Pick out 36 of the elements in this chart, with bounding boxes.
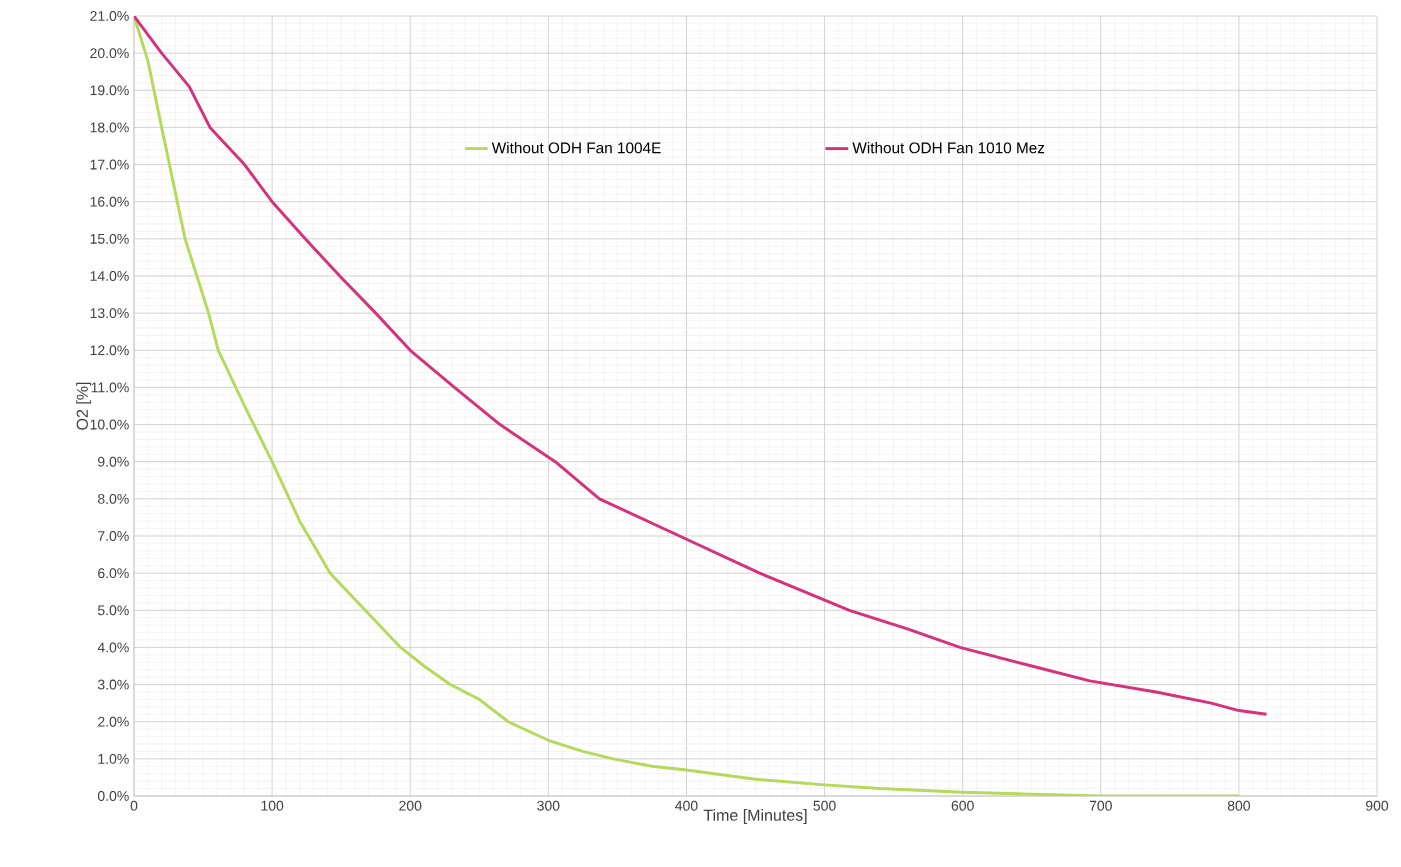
- y-tick-label: 11.0%: [91, 382, 129, 393]
- y-tick-label: 3.0%: [97, 679, 129, 690]
- y-tick-label: 17.0%: [90, 159, 129, 170]
- y-tick-label: 14.0%: [90, 271, 129, 281]
- x-tick-label: 300: [537, 800, 560, 811]
- y-tick-label: 8.0%: [97, 493, 129, 504]
- y-tick-label: 18.0%: [90, 122, 129, 133]
- y-tick-label: 21.0%: [90, 11, 129, 21]
- x-axis-title: Time [Minutes]: [703, 809, 807, 825]
- y-tick-label: 4.0%: [97, 642, 129, 653]
- y-axis-title: O2 [%]: [76, 382, 92, 430]
- y-tick-label: 19.0%: [90, 85, 129, 96]
- x-tick-label: 200: [399, 800, 422, 811]
- y-tick-label: 2.0%: [98, 716, 129, 727]
- x-tick-label: 700: [1089, 800, 1112, 811]
- x-tick-label: 400: [675, 800, 698, 811]
- y-tick-label: 13.0%: [90, 308, 129, 319]
- x-tick-label: 800: [1227, 800, 1251, 811]
- y-tick-label: 6.0%: [98, 568, 129, 579]
- y-tick-label: 1.0%: [98, 753, 129, 764]
- y-tick-label: 20.0%: [90, 48, 129, 59]
- x-tick-label: 0: [130, 800, 138, 811]
- y-tick-label: 15.0%: [90, 233, 129, 244]
- x-tick-label: 100: [261, 800, 284, 811]
- legend-label: Without ODH Fan 1004E: [491, 142, 661, 154]
- y-tick-label: 5.0%: [97, 605, 129, 616]
- y-tick-label: 16.0%: [90, 196, 129, 207]
- x-tick-label: 500: [813, 800, 836, 811]
- x-tick-label: 600: [951, 800, 974, 811]
- y-tick-label: 7.0%: [98, 531, 129, 541]
- y-tick-label: 9.0%: [98, 456, 129, 467]
- legend-label: Without ODH Fan 1010 Mez: [852, 142, 1045, 154]
- y-tick-label: 0.0%: [97, 791, 129, 801]
- y-tick-label: 10.0%: [90, 419, 129, 430]
- x-tick-label: 900: [1365, 800, 1389, 811]
- y-tick-label: 12.0%: [90, 345, 129, 356]
